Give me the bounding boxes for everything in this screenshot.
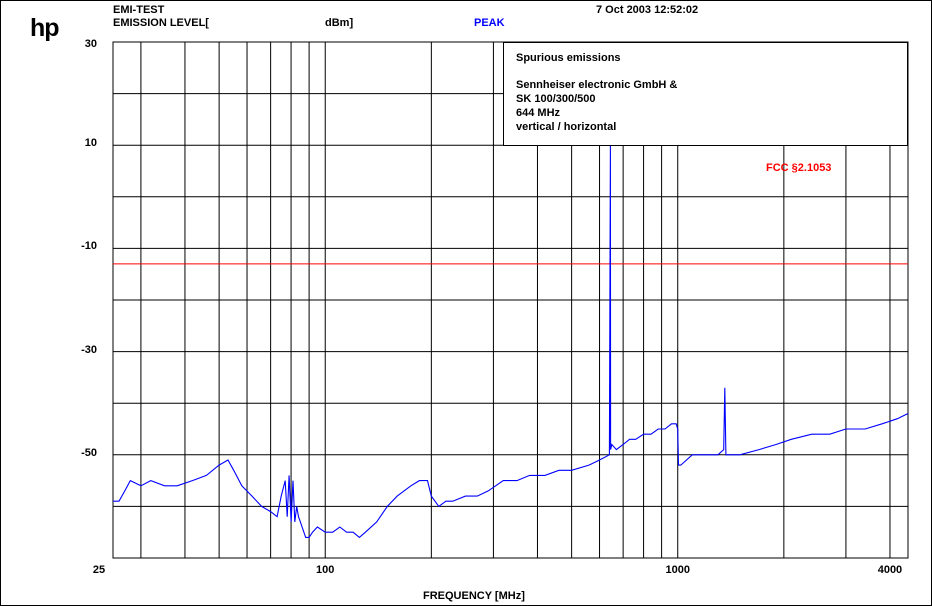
info-line-title: Spurious emissions — [516, 52, 621, 64]
x-tick-label: 4000 — [877, 564, 903, 576]
y-tick-label: -50 — [81, 446, 97, 459]
emission-level-label: EMISSION LEVEL[ — [113, 17, 209, 29]
info-line-company: Sennheiser electronic GmbH & — [516, 79, 678, 91]
y-tick-label: -30 — [81, 343, 97, 356]
limit-label: FCC §2.1053 — [766, 162, 832, 174]
emission-trace — [113, 145, 909, 539]
unit-label: dBm] — [325, 17, 354, 29]
detector-label: PEAK — [474, 17, 505, 29]
test-name: EMI-TEST — [113, 4, 165, 16]
info-line-frequency: 644 MHz — [516, 107, 561, 119]
info-line-polarization: vertical / horizontal — [516, 121, 617, 133]
info-line-model: SK 100/300/500 — [516, 93, 596, 105]
x-axis-label: FREQUENCY [MHz] — [423, 590, 525, 602]
x-tick-label: 1000 — [665, 564, 690, 576]
y-tick-label: 10 — [84, 137, 97, 150]
y-tick-label: 30 — [84, 38, 97, 50]
x-tick-label: 25 — [92, 564, 106, 576]
hp-logo: hp — [30, 14, 60, 42]
info-box: Spurious emissions Sennheiser electronic… — [503, 42, 908, 146]
date-time: 7 Oct 2003 12:52:02 — [596, 4, 699, 16]
x-tick-label: 100 — [316, 564, 335, 576]
y-tick-label: -10 — [81, 240, 97, 253]
